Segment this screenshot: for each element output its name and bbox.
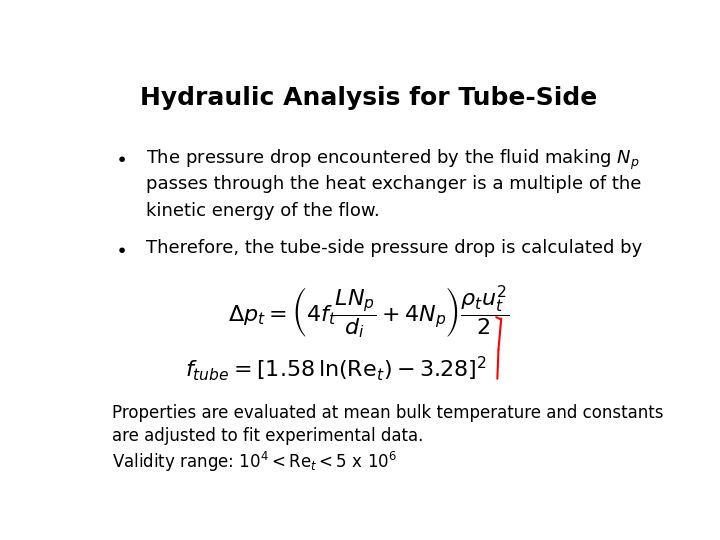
Text: Properties are evaluated at mean bulk temperature and constants: Properties are evaluated at mean bulk te… <box>112 404 664 422</box>
Text: $f_{tube} = \left[1.58\,\ln(\mathrm{Re}_t) - 3.28\right]^2$: $f_{tube} = \left[1.58\,\ln(\mathrm{Re}_… <box>185 354 486 382</box>
Text: Validity range: $10^4 < \mathrm{Re}_t < 5\ \mathrm{x}\ 10^6$: Validity range: $10^4 < \mathrm{Re}_t < … <box>112 449 397 474</box>
Text: kinetic energy of the flow.: kinetic energy of the flow. <box>145 202 379 220</box>
Text: The pressure drop encountered by the fluid making $N_p$: The pressure drop encountered by the flu… <box>145 148 639 172</box>
Text: $\Delta p_t = \left( 4 f_t \dfrac{LN_p}{d_i} + 4N_p \right) \dfrac{\rho_t u_t^2}: $\Delta p_t = \left( 4 f_t \dfrac{LN_p}{… <box>228 283 510 341</box>
Text: $\bullet$: $\bullet$ <box>115 148 126 167</box>
Text: $\bullet$: $\bullet$ <box>115 239 126 259</box>
Text: are adjusted to fit experimental data.: are adjusted to fit experimental data. <box>112 427 423 444</box>
Text: passes through the heat exchanger is a multiple of the: passes through the heat exchanger is a m… <box>145 175 642 193</box>
Text: Therefore, the tube-side pressure drop is calculated by: Therefore, the tube-side pressure drop i… <box>145 239 642 258</box>
Text: Hydraulic Analysis for Tube-Side: Hydraulic Analysis for Tube-Side <box>140 85 598 110</box>
